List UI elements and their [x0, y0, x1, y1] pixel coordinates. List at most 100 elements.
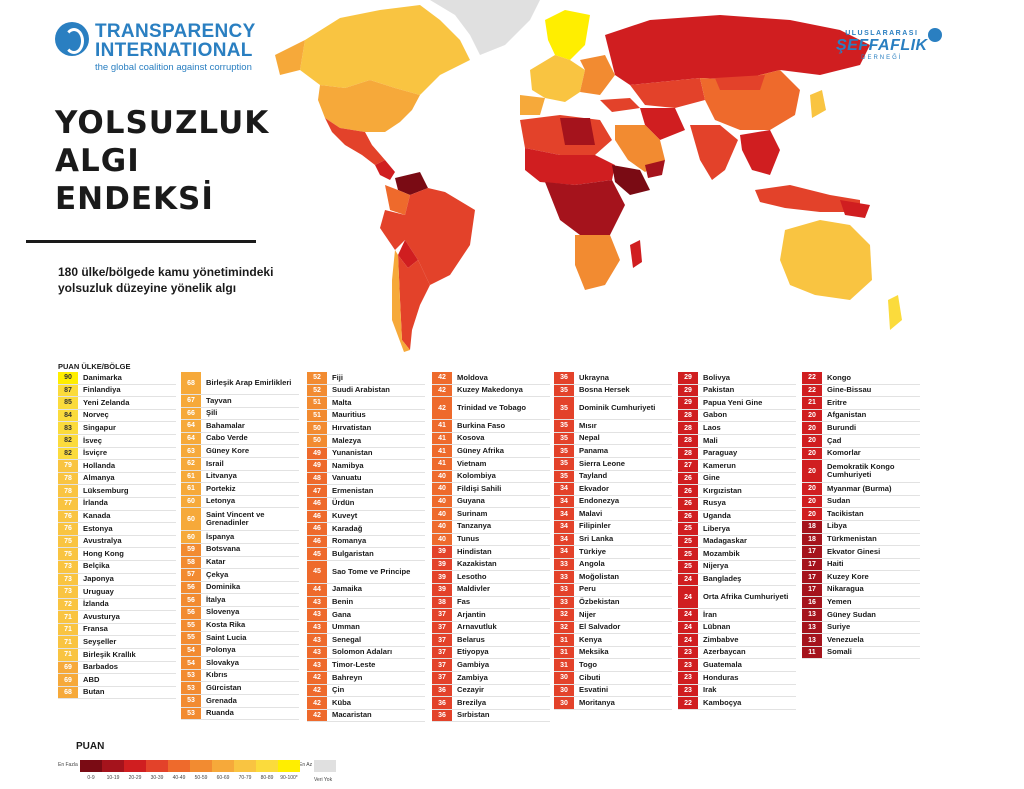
- country-name: Afganistan: [827, 410, 867, 420]
- score-badge: 13: [802, 621, 822, 634]
- ranking-row: 62 Israil: [181, 457, 299, 471]
- ranking-row: 72 İzlanda: [58, 598, 176, 612]
- ranking-row: 13 Güney Sudan: [802, 609, 920, 622]
- ranking-row: 41 Vietnam: [432, 457, 550, 471]
- country-name: Malezya: [332, 435, 362, 445]
- country-name: Gine-Bissau: [827, 385, 872, 395]
- map-region-alaska: [275, 40, 305, 75]
- score-badge: 43: [307, 596, 327, 609]
- score-badge: 46: [307, 523, 327, 535]
- score-badge: 78: [58, 472, 78, 485]
- legend-bin-label: 60-69: [216, 775, 230, 781]
- score-badge: 33: [554, 583, 574, 596]
- score-badge: 37: [432, 609, 452, 621]
- country-name: Norveç: [83, 410, 109, 420]
- country-name: Güney Sudan: [827, 609, 876, 619]
- ranking-row: 29 Bolivya: [678, 372, 796, 385]
- country-name: Suudi Arabistan: [332, 385, 390, 395]
- ranking-row: 57 Çekya: [181, 569, 299, 582]
- ranking-row: 35 Nepal: [554, 432, 672, 446]
- ranking-row: 76 Estonya: [58, 523, 176, 536]
- ranking-row: 32 El Salvador: [554, 621, 672, 635]
- score-badge: 39: [432, 546, 452, 558]
- ranking-row: 64 Bahamalar: [181, 420, 299, 433]
- ranking-row: 13 Venezuela: [802, 634, 920, 647]
- score-badge: 33: [554, 596, 574, 609]
- country-name: Lüksemburg: [83, 485, 129, 495]
- score-badge: 31: [554, 659, 574, 672]
- ranking-row: 53 Ruanda: [181, 707, 299, 721]
- column-header: PUAN ÜLKE/BÖLGE: [58, 362, 131, 371]
- country-name: Kıbrıs: [206, 670, 228, 680]
- ranking-row: 37 Arjantin: [432, 609, 550, 622]
- score-badge: 20: [802, 434, 822, 447]
- score-badge: 29: [678, 372, 698, 384]
- legend-swatch: [146, 760, 168, 772]
- country-name: Sudan: [827, 496, 851, 506]
- country-name: Benin: [332, 597, 354, 607]
- country-name: Fiji: [332, 372, 343, 382]
- map-region-greenland: [430, 0, 540, 55]
- country-name: Guatemala: [703, 660, 742, 670]
- country-name: Dominika: [206, 582, 241, 592]
- ranking-row: 26 Gine: [678, 472, 796, 486]
- country-name: Belçika: [83, 561, 110, 571]
- score-badge: 25: [678, 560, 698, 573]
- ranking-row: 37 Zambiya: [432, 672, 550, 685]
- country-name: Mauritius: [332, 410, 366, 420]
- country-name: Papua Yeni Gine: [703, 397, 763, 407]
- ranking-row: 54 Slovakya: [181, 657, 299, 670]
- country-name: Haiti: [827, 559, 844, 569]
- ranking-row: 42 Küba: [307, 697, 425, 710]
- score-badge: 82: [58, 447, 78, 460]
- subtitle-line: yolsuzluk düzeyine yönelik algı: [58, 281, 237, 295]
- country-name: Komorlar: [827, 448, 861, 458]
- country-name: Azerbaycan: [703, 647, 746, 657]
- score-badge: 22: [678, 697, 698, 709]
- score-badge: 56: [181, 606, 201, 619]
- score-badge: 13: [802, 634, 822, 646]
- score-badge: 53: [181, 682, 201, 695]
- ranking-row: 33 Angola: [554, 558, 672, 572]
- map-region-scandinavia: [545, 10, 590, 60]
- country-name: İrlanda: [83, 498, 108, 508]
- score-badge: 25: [678, 523, 698, 535]
- country-name: Venezuela: [827, 634, 864, 644]
- score-badge: 20: [802, 495, 822, 508]
- legend-swatch: [256, 760, 278, 772]
- ranking-row: 69 Barbados: [58, 661, 176, 675]
- score-badge: 24: [678, 573, 698, 586]
- ranking-row: 53 Kıbrıs: [181, 669, 299, 683]
- score-badge: 40: [432, 533, 452, 546]
- score-badge: 69: [58, 674, 78, 686]
- country-name: Orta Afrika Cumhuriyeti: [703, 591, 789, 601]
- globe-icon: [928, 28, 942, 42]
- ranking-column: 52 Fiji 52 Suudi Arabistan 51 Malta 51 Mauritiu…: [307, 372, 425, 723]
- ranking-row: 23 Irak: [678, 684, 796, 698]
- map-region-sahel: [525, 148, 615, 185]
- country-name: Sao Tome ve Principe: [332, 566, 411, 576]
- ti-logo: TRANSPARENCY INTERNATIONAL the global co…: [55, 22, 256, 73]
- legend-swatch: [124, 760, 146, 772]
- legend-low-label: En Fazla: [58, 762, 78, 768]
- ranking-row: 43 Gana: [307, 609, 425, 622]
- ranking-row: 43 Timor-Leste: [307, 659, 425, 673]
- score-badge: 43: [307, 659, 327, 672]
- score-badge: 61: [181, 483, 201, 495]
- ranking-row: 20 Sudan: [802, 495, 920, 509]
- ranking-row: 17 Kuzey Kore: [802, 571, 920, 584]
- ranking-row: 68 Birleşik Arap Emirlikleri: [181, 372, 299, 395]
- score-badge: 29: [678, 384, 698, 397]
- ranking-row: 26 Rusya: [678, 497, 796, 511]
- score-badge: 34: [554, 508, 574, 520]
- score-badge: 56: [181, 594, 201, 606]
- score-badge: 58: [181, 556, 201, 569]
- ranking-row: 75 Avustralya: [58, 535, 176, 549]
- country-name: Fransa: [83, 624, 108, 634]
- partner-logo-line3: DERNEĞİ: [861, 55, 903, 61]
- ranking-row: 73 Japonya: [58, 573, 176, 587]
- ranking-row: 56 Slovenya: [181, 606, 299, 620]
- ranking-row: 46 Karadağ: [307, 523, 425, 536]
- score-badge: 22: [802, 372, 822, 384]
- score-badge: 42: [307, 709, 327, 722]
